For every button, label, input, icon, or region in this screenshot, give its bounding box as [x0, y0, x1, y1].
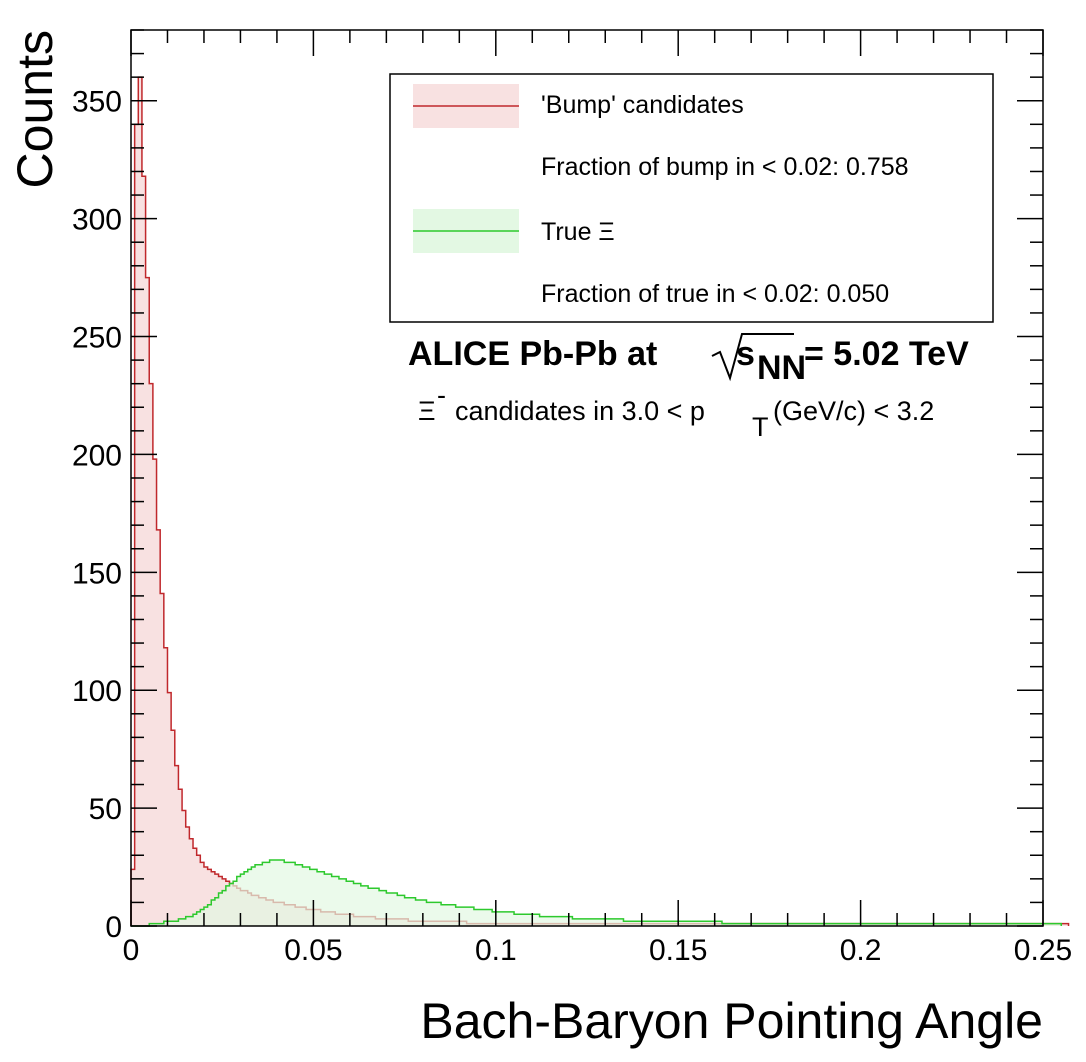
series-line-1	[131, 859, 1062, 927]
selection-label: Ξ - candidates in 3.0 < p T (GeV/c) < 3.…	[418, 380, 934, 442]
selection-text: candidates in 3.0 < p	[455, 396, 705, 426]
energy-text: = 5.02 TeV	[804, 335, 969, 373]
particle-symbol: Ξ	[418, 396, 436, 426]
legend-label-bump: 'Bump' candidates	[541, 91, 744, 119]
y-tick-label: 150	[72, 557, 122, 590]
sqrt-symbol	[711, 333, 794, 382]
x-tick-label: 0.15	[649, 934, 707, 967]
sqrt-s-text: s	[736, 335, 755, 373]
particle-superscript: -	[437, 380, 446, 410]
series-fill-1	[131, 859, 1062, 926]
x-tick-label: 0.05	[284, 934, 342, 967]
y-tick-label: 200	[72, 439, 122, 472]
y-tick-labels: 0 50 100 150 200 250 300 350	[72, 86, 122, 944]
y-tick-label: 250	[72, 322, 122, 355]
y-tick-label: 350	[72, 86, 122, 119]
selection-range-text: (GeV/c) < 3.2	[773, 396, 934, 426]
experiment-label: ALICE Pb-Pb at s NN = 5.02 TeV	[408, 333, 969, 387]
axis-ticks	[130, 29, 1044, 927]
legend-label-true-fraction: Fraction of true in < 0.02: 0.050	[541, 280, 889, 308]
y-tick-label: 300	[72, 204, 122, 237]
x-tick-label: 0.2	[840, 934, 882, 967]
x-tick-labels: 0 0.05 0.1 0.15 0.2 0.25	[123, 934, 1073, 967]
legend-label-true: True Ξ	[541, 218, 615, 246]
series-layer	[130, 76, 1070, 927]
y-tick-label: 50	[89, 793, 122, 826]
y-tick-label: 0	[105, 911, 122, 944]
y-axis-title: Counts	[7, 30, 63, 188]
x-tick-label: 0.25	[1014, 934, 1072, 967]
x-tick-label: 0.1	[475, 934, 517, 967]
sqrt-s-subscript: NN	[757, 349, 806, 387]
y-tick-label: 100	[72, 675, 122, 708]
legend: 'Bump' candidates Fraction of bump in < …	[389, 73, 994, 323]
pt-subscript: T	[752, 412, 769, 442]
experiment-main-text: ALICE Pb-Pb at	[408, 335, 657, 373]
legend-label-bump-fraction: Fraction of bump in < 0.02: 0.758	[541, 153, 909, 181]
x-tick-label: 0	[123, 934, 140, 967]
x-axis-title: Bach-Baryon Pointing Angle	[420, 993, 1043, 1049]
